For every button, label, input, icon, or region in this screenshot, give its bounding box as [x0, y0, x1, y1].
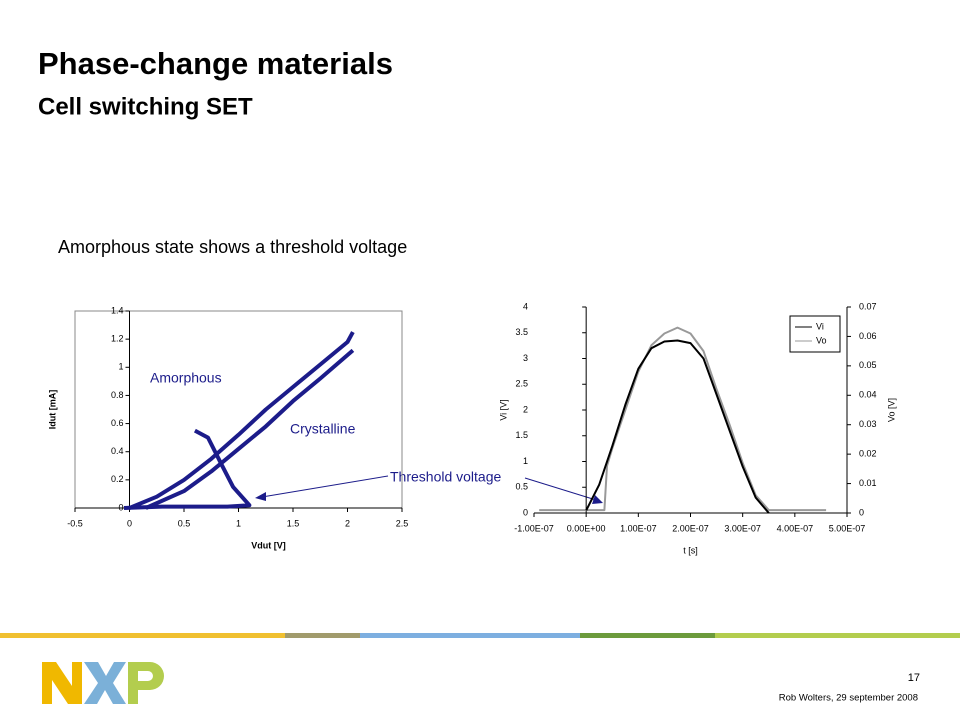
- y-tick-label: 1.4: [111, 305, 124, 315]
- x-tick-label: 5.00E-07: [829, 523, 866, 533]
- title: Phase-change materials: [38, 46, 393, 81]
- x-tick-label: 0: [127, 518, 132, 528]
- legend-label: Vi: [816, 321, 824, 331]
- y-tick-label: 1.2: [111, 334, 124, 344]
- x-tick-label: 0.5: [178, 518, 191, 528]
- plot-frame: [74, 310, 403, 509]
- footer: Rob Wolters, 29 september 2008: [779, 693, 918, 704]
- logo: [42, 662, 164, 704]
- y-tick-label: 0.5: [515, 482, 528, 492]
- y-tick-label: 0: [118, 502, 123, 512]
- y2-tick-label: 0.02: [859, 449, 877, 459]
- x-tick-label: -1.00E-07: [514, 523, 554, 533]
- y-tick-label: 0: [523, 507, 528, 517]
- y-tick-label: 3: [523, 353, 528, 363]
- legend-box: [789, 315, 841, 353]
- series-line: [539, 326, 827, 512]
- y2-tick-label: 0.06: [859, 331, 877, 341]
- x-tick-label: -0.5: [67, 518, 83, 528]
- legend-label: Vo: [816, 335, 827, 345]
- x-tick-label: 4.00E-07: [777, 523, 814, 533]
- y-tick-label: 0.6: [111, 418, 124, 428]
- x-tick-label: 1.5: [287, 518, 300, 528]
- x-tick-label: 1: [236, 518, 241, 528]
- subtitle: Cell switching SET: [38, 93, 253, 120]
- x-tick-label: 1.00E-07: [620, 523, 657, 533]
- y-tick-label: 2.5: [515, 379, 528, 389]
- y2-axis-label: Vo [V]: [886, 398, 896, 422]
- body-text: Amorphous state shows a threshold voltag…: [58, 237, 407, 257]
- arrow: [261, 475, 389, 498]
- x-axis-label: t [s]: [683, 545, 698, 555]
- series-line: [145, 348, 355, 510]
- annotation: Threshold voltage: [390, 469, 502, 485]
- annotation: Crystalline: [290, 421, 356, 437]
- y-axis-label: Vi [V]: [498, 399, 508, 420]
- y-tick-label: 1: [118, 362, 123, 372]
- footer-bar: [0, 633, 960, 638]
- y2-tick-label: 0.07: [859, 301, 877, 311]
- y-axis-label: Idut [mA]: [47, 390, 57, 430]
- annotation: Amorphous: [150, 370, 222, 386]
- y-tick-label: 1.5: [515, 430, 528, 440]
- x-tick-label: 2.5: [396, 518, 409, 528]
- y-tick-label: 0.4: [111, 446, 124, 456]
- y2-tick-label: 0.05: [859, 360, 877, 370]
- y-tick-label: 1: [523, 456, 528, 466]
- y-tick-label: 0.8: [111, 390, 124, 400]
- y2-tick-label: 0: [859, 507, 864, 517]
- y-tick-label: 3.5: [515, 327, 528, 337]
- y-tick-label: 2: [523, 404, 528, 414]
- y2-tick-label: 0.01: [859, 478, 877, 488]
- x-tick-label: 0.00E+00: [567, 523, 606, 533]
- arrow-head: [592, 495, 603, 504]
- y-tick-label: 4: [523, 301, 528, 311]
- series-line: [123, 428, 252, 510]
- y-tick-label: 0.2: [111, 474, 124, 484]
- arrow-head: [255, 492, 266, 501]
- page-number: 17: [908, 672, 920, 684]
- series-line: [128, 331, 355, 510]
- x-tick-label: 2.00E-07: [672, 523, 709, 533]
- series-line: [585, 339, 770, 514]
- x-tick-label: 3.00E-07: [724, 523, 761, 533]
- arrow: [524, 477, 597, 501]
- y2-tick-label: 0.03: [859, 419, 877, 429]
- x-axis-label: Vdut [V]: [251, 540, 286, 550]
- x-tick-label: 2: [345, 518, 350, 528]
- y2-tick-label: 0.04: [859, 390, 877, 400]
